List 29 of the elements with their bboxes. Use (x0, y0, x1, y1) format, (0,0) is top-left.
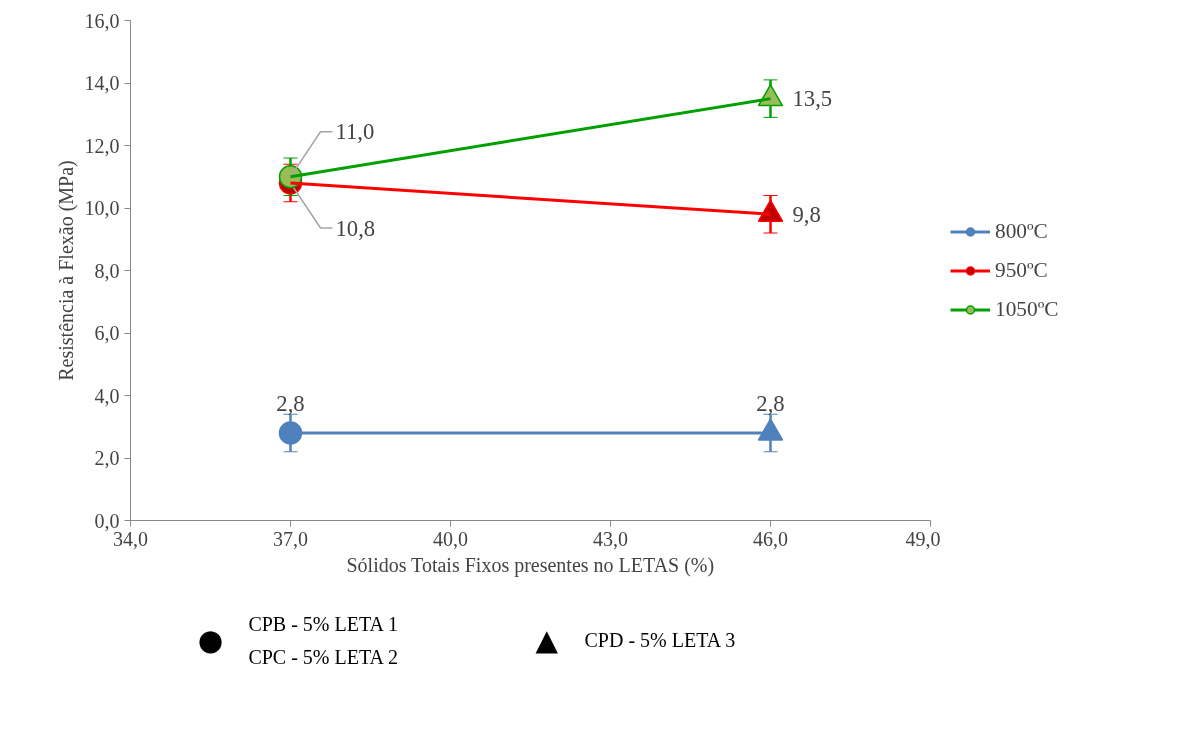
y-tick-label: 14,0 (84, 72, 120, 94)
y-tick-label: 10,0 (84, 197, 120, 219)
data-label: 9,8 (792, 201, 821, 227)
data-label: 13,5 (792, 86, 833, 112)
x-tick-label: 40,0 (433, 527, 468, 550)
data-label: 11,0 (335, 119, 375, 145)
legend-label: 800ºC (995, 218, 1049, 244)
x-tick-label: 46,0 (753, 527, 788, 550)
y-axis-title: Resistência à Flexão (MPa) (54, 160, 78, 381)
x-axis-title: Sólidos Totais Fixos presentes no LETAS (%) (346, 553, 715, 577)
legend-label: 1050ºC (995, 296, 1060, 322)
text: ▲ (535, 623, 559, 657)
x-tick-label: 43,0 (593, 527, 628, 550)
y-tick-label: 16,0 (84, 9, 120, 32)
text: CPD - 5% LETA 3 (584, 629, 736, 651)
y-tick-label: 4,0 (94, 384, 120, 407)
x-tick-label: 49,0 (905, 527, 941, 550)
text: CPC - 5% LETA 2 (248, 645, 398, 668)
data-label: 10,8 (335, 215, 376, 241)
y-tick-label: 6,0 (94, 322, 120, 344)
x-tick-label: 37,0 (273, 527, 308, 550)
data-label: 2,8 (756, 391, 785, 416)
y-tick-label: 2,0 (94, 447, 120, 469)
text: CPB - 5% LETA 1 (248, 612, 398, 635)
y-tick-label: 8,0 (94, 259, 120, 282)
data-label: 2,8 (276, 391, 305, 416)
legend-label: 950ºC (995, 257, 1049, 283)
y-tick-label: 12,0 (84, 134, 120, 157)
text: ● (197, 623, 224, 657)
